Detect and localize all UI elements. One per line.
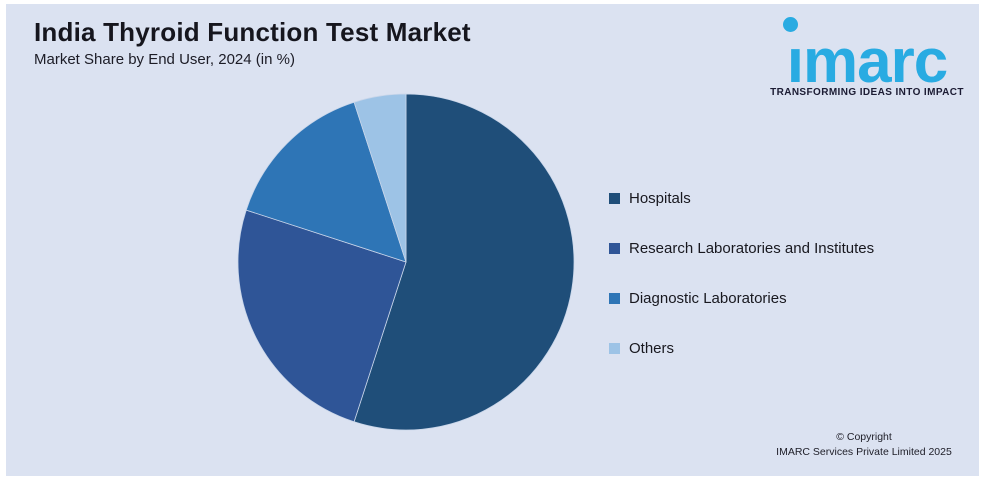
legend-item: Research Laboratories and Institutes [609, 237, 874, 259]
imarc-logo: ımarc TRANSFORMING IDEAS INTO IMPACT [767, 4, 967, 104]
page-subtitle: Market Share by End User, 2024 (in %) [34, 51, 295, 68]
legend-item: Others [609, 337, 874, 359]
legend-swatch-icon [609, 242, 620, 254]
pie-slice-diagnostic-laboratories [245, 101, 407, 263]
copyright-notice: © Copyright IMARC Services Private Limit… [764, 430, 964, 460]
page-title: India Thyroid Function Test Market [34, 17, 471, 47]
legend-label: Others [629, 339, 675, 357]
pie-slice-others [353, 93, 407, 263]
legend-label: Diagnostic Laboratories [629, 289, 787, 307]
legend-item: Hospitals [609, 187, 874, 209]
logo-brand-text: ımarc [786, 27, 948, 96]
legend-item: Diagnostic Laboratories [609, 287, 874, 309]
chart-legend: Hospitals Research Laboratories and Insti… [609, 187, 874, 387]
chart-panel: India Thyroid Function Test Market Marke… [6, 4, 979, 476]
pie-chart-svg [237, 93, 575, 431]
legend-label: Hospitals [629, 189, 691, 207]
legend-swatch-icon [609, 342, 620, 354]
logo-tagline: TRANSFORMING IDEAS INTO IMPACT [770, 87, 964, 98]
logo-dot-icon [783, 17, 798, 32]
legend-swatch-icon [609, 292, 620, 304]
copyright-line1: © Copyright [836, 431, 892, 443]
pie-slice-hospitals [353, 93, 575, 431]
legend-swatch-icon [609, 192, 620, 204]
copyright-line2: IMARC Services Private Limited 2025 [776, 446, 952, 458]
pie-slice-research-laboratories-and-institutes [237, 209, 407, 423]
legend-label: Research Laboratories and Institutes [629, 239, 875, 257]
pie-chart [236, 92, 576, 432]
